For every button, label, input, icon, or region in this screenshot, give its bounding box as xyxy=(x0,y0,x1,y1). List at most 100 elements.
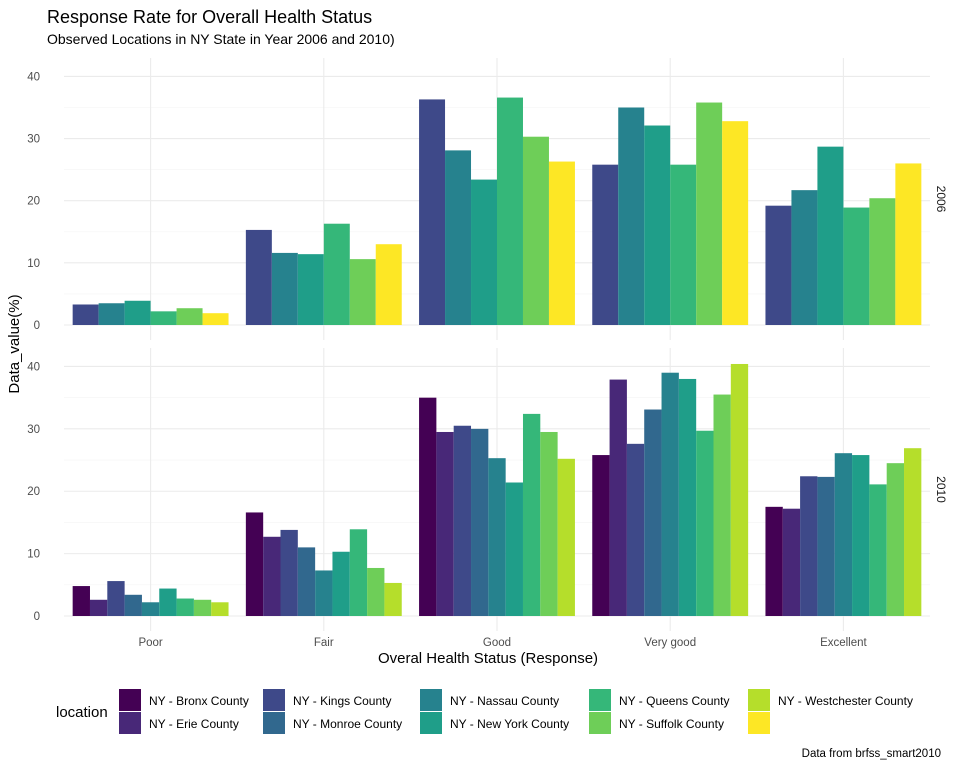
legend-label: NY - Monroe County xyxy=(293,717,402,731)
bar-2010-ny-queens-county-poor xyxy=(176,598,194,616)
x-tick-label: Poor xyxy=(138,637,162,649)
y-tick-label: 10 xyxy=(27,258,40,270)
y-tick-label: 40 xyxy=(27,71,40,83)
y-tick-label: 0 xyxy=(34,320,40,332)
legend: NY - Bronx County NY - Erie County NY - Ki… xyxy=(119,689,913,734)
bar-2010-ny-new-york-county-fair xyxy=(332,551,350,616)
x-tick-label: Very good xyxy=(644,637,696,649)
bar-2010-ny-nassau-county-fair xyxy=(315,570,333,616)
bar-2010-ny-westchester-county-fair xyxy=(384,582,402,616)
bar-2010-ny-bronx-county-excellent xyxy=(765,506,783,616)
bar-2006-ny-kings-county-good xyxy=(419,99,446,325)
bar-2010-ny-westchester-county-excellent xyxy=(904,448,922,616)
bar-2006-ny-queens-county-excellent xyxy=(843,207,870,325)
bar-2010-ny-westchester-county-good xyxy=(557,458,575,616)
bar-2010-ny-bronx-county-poor xyxy=(72,586,90,616)
bar-2010-ny-monroe-county-excellent xyxy=(817,476,835,616)
legend-label: NY - Erie County xyxy=(149,717,239,731)
plot-area: 0 10 20 30 40 2006 0 10 20 30 40 2010 Poor Fair Good Ve… xyxy=(27,58,948,649)
bar-2010-ny-erie-county-fair xyxy=(263,536,281,616)
legend-swatch xyxy=(748,689,770,711)
bar-2006-ny-kings-county-excellent xyxy=(765,205,792,325)
legend-swatch xyxy=(748,712,770,734)
legend-swatch xyxy=(589,689,611,711)
x-tick-label: Fair xyxy=(314,637,334,649)
bar-2006-ny-queens-county-very-good xyxy=(670,164,697,325)
bar-2010-ny-kings-county-fair xyxy=(280,529,298,616)
legend-label: NY - Suffolk County xyxy=(619,717,724,731)
chart-title: Response Rate for Overall Health Status xyxy=(47,7,372,27)
legend-title: location xyxy=(56,704,108,721)
y-tick-label: 10 xyxy=(27,549,40,561)
bar-2010-ny-suffolk-county-good xyxy=(540,431,558,616)
facet-panel-2010: 0 10 20 30 40 2010 xyxy=(27,348,948,631)
bar-2010-ny-monroe-county-good xyxy=(471,428,489,616)
bar-2010-ny-new-york-county-very-good xyxy=(678,378,697,616)
bar-2010-ny-bronx-county-good xyxy=(419,397,437,616)
bar-2006-ny-nassau-county-excellent xyxy=(791,190,818,325)
legend-swatch xyxy=(263,689,285,711)
legend-label: NY - Nassau County xyxy=(450,694,559,708)
bar-2006-ny-new-york-county-very-good xyxy=(644,125,671,326)
legend-label: NY - Kings County xyxy=(293,694,392,708)
bar-2010-ny-monroe-county-very-good xyxy=(644,409,662,616)
legend-swatch xyxy=(119,712,141,734)
bar-2006-ny-nassau-county-very-good xyxy=(618,107,645,325)
bar-2006-ny-new-york-county-excellent xyxy=(817,146,844,325)
bar-2006-ny-kings-county-poor xyxy=(72,304,99,325)
bar-2006-ny-westchester-county-good xyxy=(548,161,575,325)
bar-2006-ny-new-york-county-poor xyxy=(124,300,151,325)
bar-2006-ny-nassau-county-poor xyxy=(98,303,125,325)
caption: Data from brfss_smart2010 xyxy=(802,748,941,760)
bar-2006-ny-suffolk-county-excellent xyxy=(869,198,896,325)
bar-2010-ny-nassau-county-poor xyxy=(141,602,160,616)
bar-2006-ny-kings-county-fair xyxy=(245,229,272,325)
bar-2010-ny-nassau-county-excellent xyxy=(834,453,853,616)
bar-2010-ny-erie-county-excellent xyxy=(782,508,801,616)
legend-swatch xyxy=(119,689,141,711)
bar-2006-ny-westchester-county-poor xyxy=(202,313,229,325)
x-axis-title: Overal Health Status (Response) xyxy=(378,650,598,667)
y-axis-title: Data_value(%) xyxy=(6,294,23,393)
bar-2010-ny-erie-county-good xyxy=(436,431,454,616)
bar-2006-ny-westchester-county-fair xyxy=(375,244,402,325)
bar-2010-ny-queens-county-fair xyxy=(349,529,368,616)
bar-2010-ny-suffolk-county-very-good xyxy=(713,394,731,616)
bar-2006-ny-queens-county-fair xyxy=(323,223,350,325)
legend-swatch xyxy=(420,712,442,734)
y-tick-label: 0 xyxy=(34,611,40,623)
bar-2010-ny-queens-county-excellent xyxy=(869,484,887,616)
bar-2006-ny-suffolk-county-poor xyxy=(176,308,203,325)
y-tick-label: 20 xyxy=(27,486,40,498)
bar-2010-ny-new-york-county-poor xyxy=(159,588,177,616)
bar-2006-ny-suffolk-county-good xyxy=(522,136,549,325)
bar-2010-ny-nassau-county-very-good xyxy=(661,372,679,616)
x-tick-label: Good xyxy=(483,637,511,649)
bar-2006-ny-westchester-county-very-good xyxy=(722,121,749,325)
facet-strip-label: 2010 xyxy=(934,476,948,503)
facet-panel-2006: 0 10 20 30 40 2006 xyxy=(27,58,948,340)
bar-2006-ny-queens-county-good xyxy=(497,97,523,325)
bar-2006-ny-nassau-county-fair xyxy=(271,252,298,325)
bar-2010-ny-kings-county-good xyxy=(453,425,472,616)
y-tick-label: 40 xyxy=(27,361,40,373)
bar-2010-ny-suffolk-county-excellent xyxy=(886,463,905,616)
x-tick-label: Excellent xyxy=(820,637,867,649)
bar-2010-ny-westchester-county-poor xyxy=(211,602,229,616)
bar-2006-ny-suffolk-county-very-good xyxy=(696,102,723,325)
legend-swatch xyxy=(589,712,611,734)
bar-2006-ny-new-york-county-fair xyxy=(297,254,324,325)
y-tick-label: 20 xyxy=(27,196,40,208)
bar-2006-ny-westchester-county-excellent xyxy=(895,163,922,325)
bar-2006-ny-nassau-county-good xyxy=(445,150,472,325)
bar-2006-ny-suffolk-county-fair xyxy=(349,259,376,325)
legend-swatch xyxy=(263,712,285,734)
facet-strip-label: 2006 xyxy=(934,186,948,213)
bar-2010-ny-kings-county-very-good xyxy=(626,443,645,616)
bar-2010-ny-nassau-county-good xyxy=(488,458,506,616)
bar-2010-ny-new-york-county-excellent xyxy=(852,455,870,616)
bar-2010-ny-bronx-county-very-good xyxy=(592,455,610,616)
bar-2010-ny-suffolk-county-fair xyxy=(367,567,385,616)
chart-subtitle: Observed Locations in NY State in Year 2… xyxy=(47,31,395,47)
